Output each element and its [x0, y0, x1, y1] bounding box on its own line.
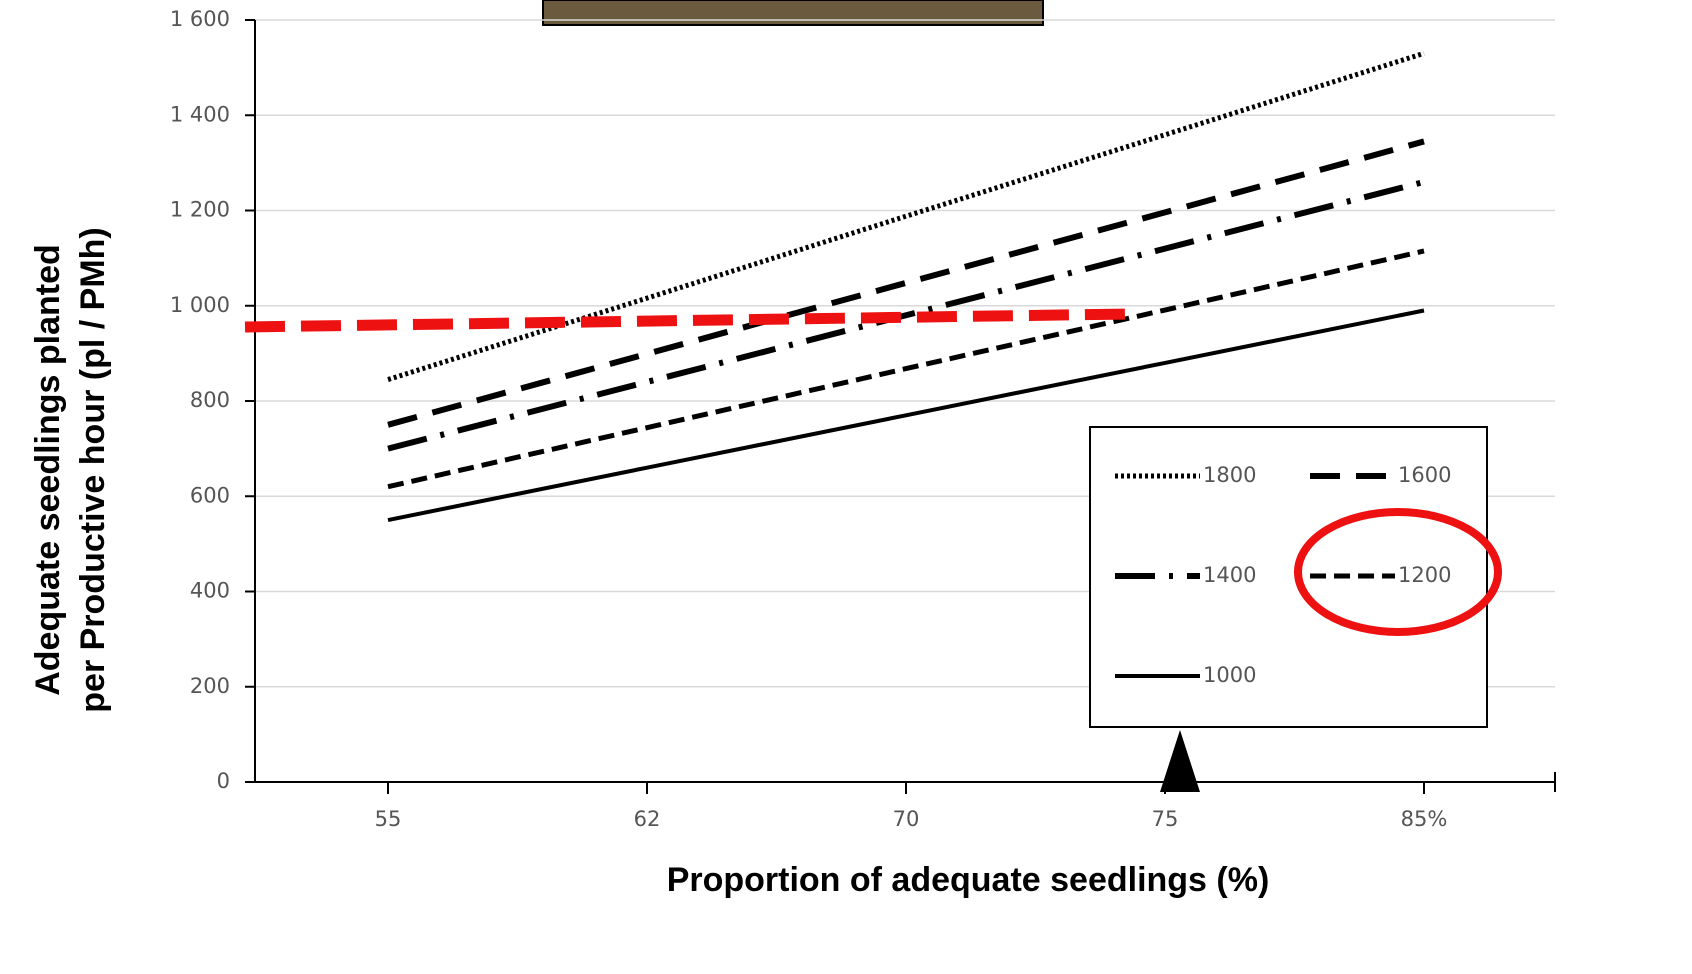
y-axis-title-line: per Productive hour (pl / PMh): [74, 227, 112, 712]
legend-label: 1200: [1398, 563, 1451, 587]
y-tick-label: 1 200: [170, 198, 230, 222]
series-line: [387, 138, 1425, 428]
y-tick-label: 400: [190, 579, 230, 603]
triangle-marker: [1160, 730, 1200, 792]
y-axis-title: Adequate seedlings planted per Productiv…: [29, 227, 112, 712]
x-tick-label: 62: [634, 807, 661, 831]
y-tick-label: 1 400: [170, 102, 230, 126]
y-tick-label: 800: [190, 388, 230, 412]
x-tick-label: 85%: [1401, 807, 1448, 831]
series-line: [387, 50, 1425, 382]
legend-label: 1800: [1203, 463, 1256, 487]
photo: [542, 0, 1044, 26]
x-tick-label: 70: [893, 807, 920, 831]
y-tick-label: 600: [190, 483, 230, 507]
x-tick-label: 75: [1152, 807, 1179, 831]
legend-label: 1000: [1203, 663, 1256, 687]
series-line: [387, 179, 1425, 452]
x-tick-label: 55: [375, 807, 402, 831]
y-tick-label: 1 000: [170, 293, 230, 317]
y-tick-label: 1 600: [170, 7, 230, 31]
y-tick-label: 200: [190, 674, 230, 698]
y-axis-title-line: Adequate seedlings planted: [29, 244, 67, 696]
y-tick-label: 0: [217, 769, 230, 793]
legend-label: 1600: [1398, 463, 1451, 487]
red-dashed-annotation: [244, 308, 1131, 333]
x-axis-title: Proportion of adequate seedlings (%): [667, 861, 1270, 899]
series-line: [387, 248, 1425, 490]
series-line: [387, 308, 1425, 523]
red-circle-annotation: [1294, 508, 1502, 636]
legend-label: 1400: [1203, 563, 1256, 587]
